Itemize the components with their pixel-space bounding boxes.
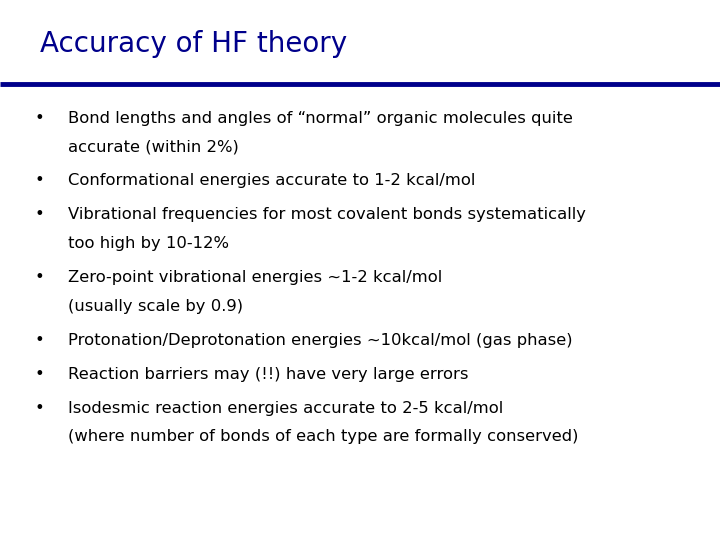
Text: Protonation/Deprotonation energies ~10kcal/mol (gas phase): Protonation/Deprotonation energies ~10kc… <box>68 333 573 348</box>
Text: Accuracy of HF theory: Accuracy of HF theory <box>40 30 347 58</box>
Text: Conformational energies accurate to 1-2 kcal/mol: Conformational energies accurate to 1-2 … <box>68 173 476 188</box>
Text: Bond lengths and angles of “normal” organic molecules quite: Bond lengths and angles of “normal” orga… <box>68 111 573 126</box>
Text: •: • <box>35 401 45 416</box>
Text: Isodesmic reaction energies accurate to 2-5 kcal/mol: Isodesmic reaction energies accurate to … <box>68 401 504 416</box>
Text: •: • <box>35 270 45 285</box>
Text: •: • <box>35 367 45 382</box>
Text: (where number of bonds of each type are formally conserved): (where number of bonds of each type are … <box>68 429 579 444</box>
Text: Zero-point vibrational energies ~1-2 kcal/mol: Zero-point vibrational energies ~1-2 kca… <box>68 270 443 285</box>
Text: •: • <box>35 333 45 348</box>
Text: •: • <box>35 111 45 126</box>
Text: Reaction barriers may (!!) have very large errors: Reaction barriers may (!!) have very lar… <box>68 367 469 382</box>
Text: •: • <box>35 207 45 222</box>
Text: (usually scale by 0.9): (usually scale by 0.9) <box>68 299 243 314</box>
Text: •: • <box>35 173 45 188</box>
Text: too high by 10-12%: too high by 10-12% <box>68 236 230 251</box>
Text: accurate (within 2%): accurate (within 2%) <box>68 139 239 154</box>
Text: Vibrational frequencies for most covalent bonds systematically: Vibrational frequencies for most covalen… <box>68 207 586 222</box>
